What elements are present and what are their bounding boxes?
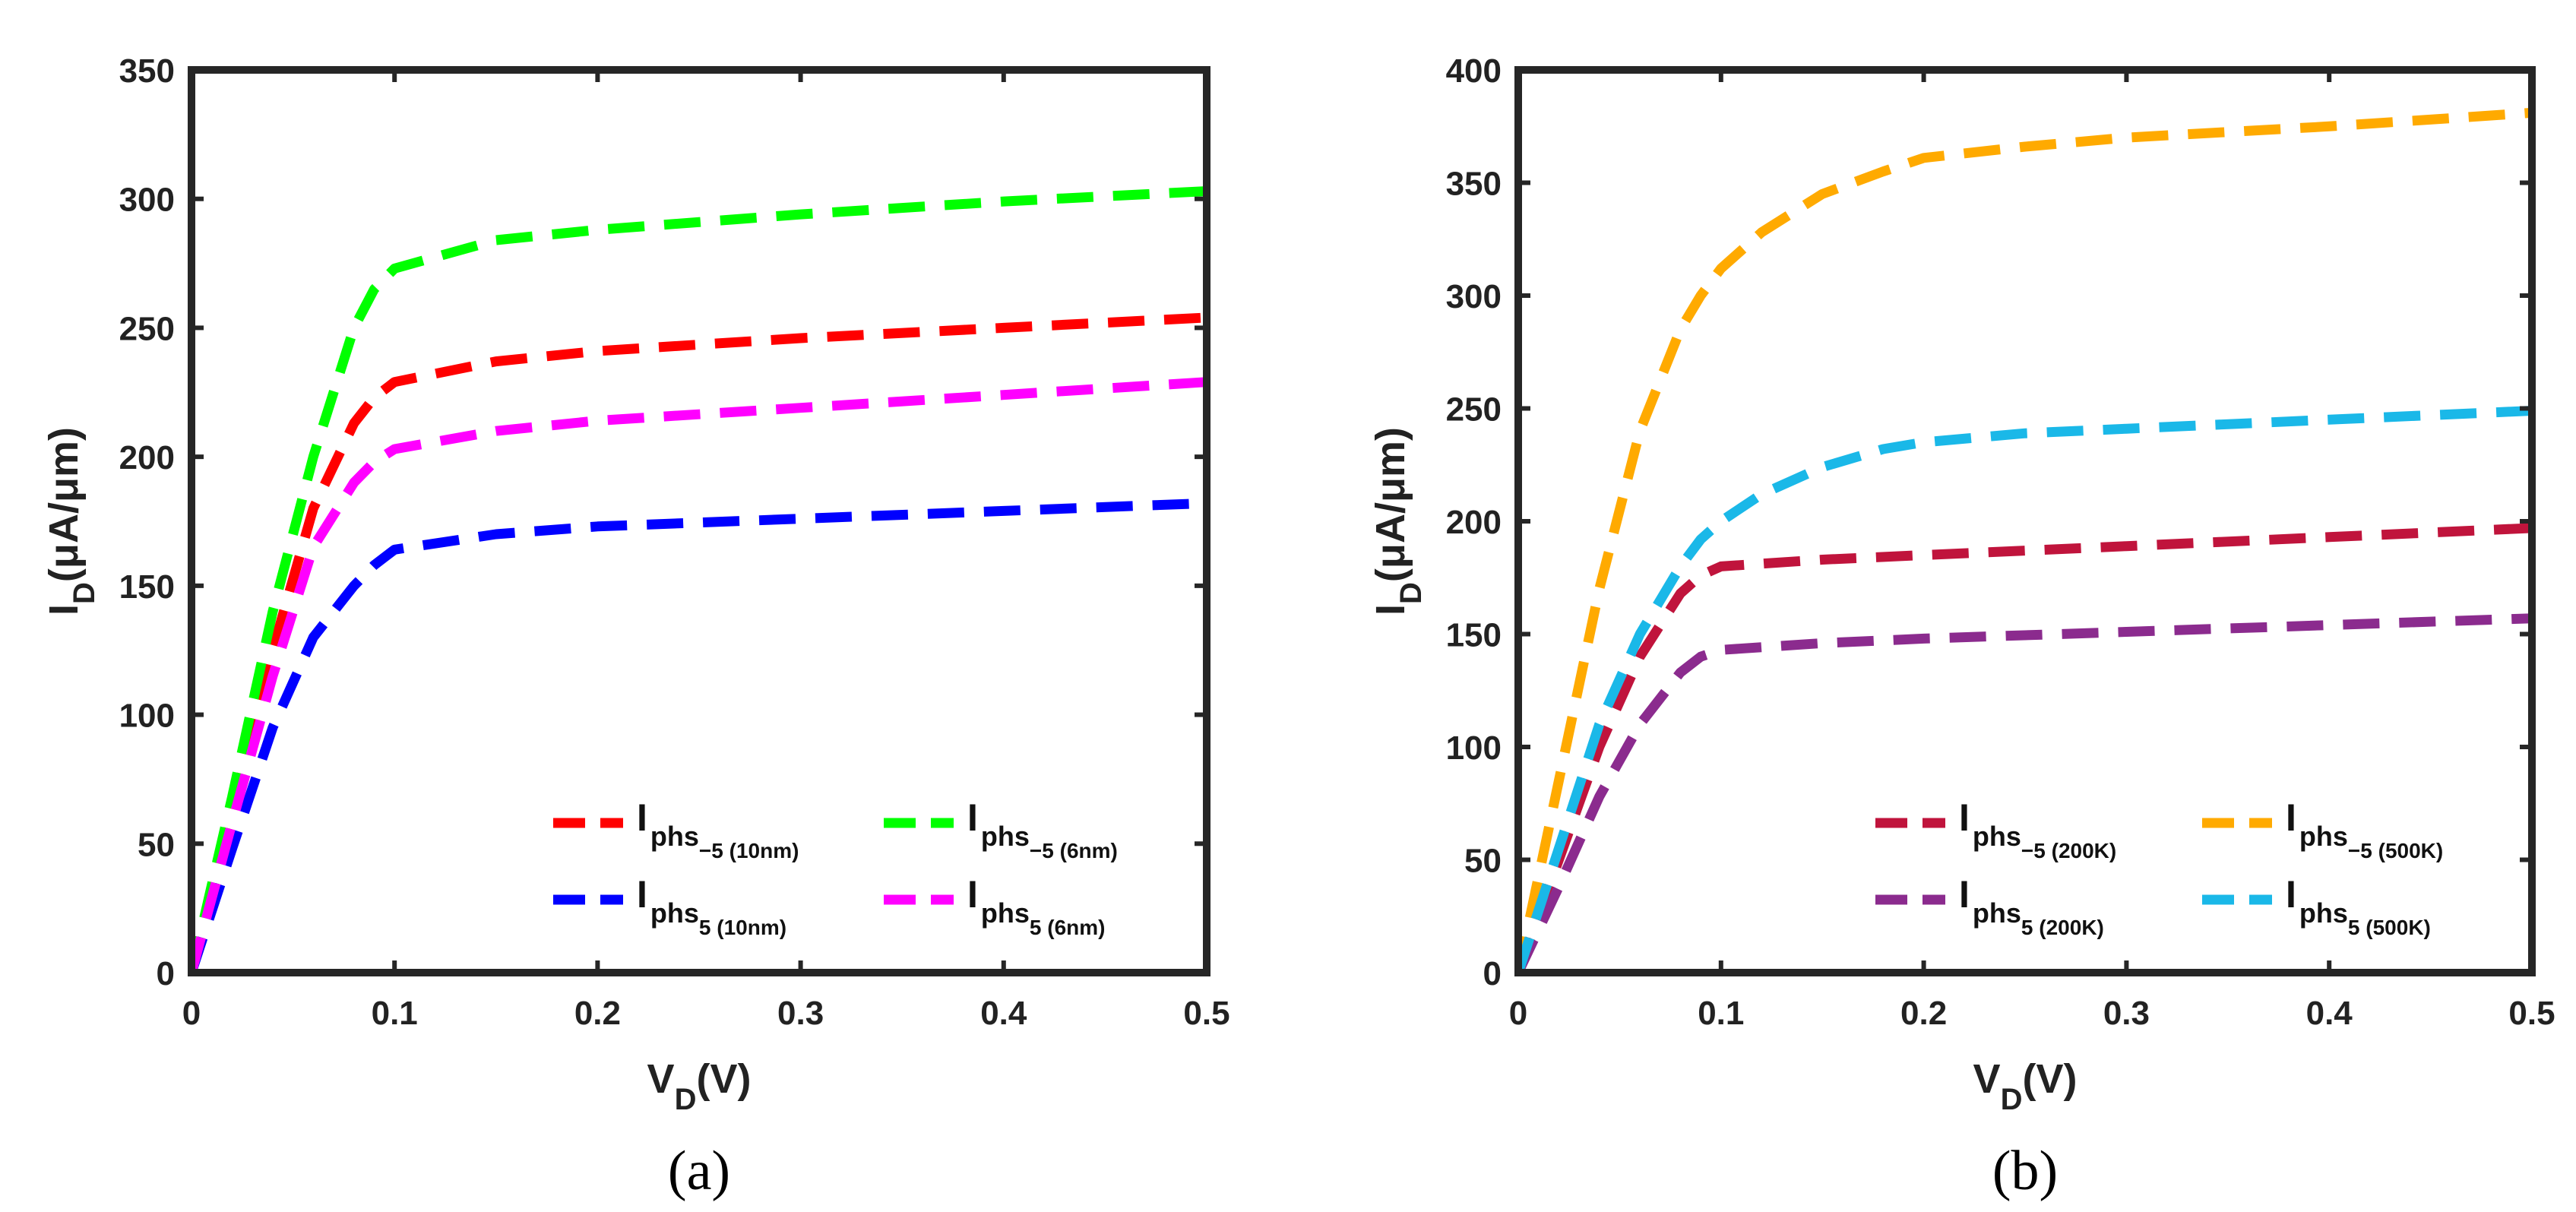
x-tick-label: 0.1 xyxy=(372,995,418,1032)
y-tick-label: 0 xyxy=(157,955,175,992)
series-line-2 xyxy=(191,186,1207,973)
axes-box xyxy=(1514,66,2536,976)
series-line-2 xyxy=(1518,107,2533,973)
x-tick-label: 0.3 xyxy=(777,995,824,1032)
x-axis-label: VD(V) xyxy=(647,1056,752,1116)
series-line-4 xyxy=(1518,406,2533,973)
chart-panel-a: 0 0.1 0.2 0.3 0.4 0.5 0 50 100 150 200 250 300 350 VD(… xyxy=(41,52,1230,1202)
y-tick-label: 250 xyxy=(119,310,175,347)
y-tick-label: 150 xyxy=(1446,617,1502,654)
y-tick-label: 50 xyxy=(138,826,175,863)
series-line-4 xyxy=(191,377,1207,973)
y-tick-label: 200 xyxy=(119,439,175,476)
x-tick-label: 0.4 xyxy=(980,995,1027,1032)
x-tick-label: 0.5 xyxy=(2508,995,2555,1032)
panel-label: (a) xyxy=(668,1140,730,1202)
x-axis-label: VD(V) xyxy=(1973,1056,2078,1116)
series-line-1 xyxy=(191,312,1207,973)
panel-label: (b) xyxy=(1992,1140,2058,1202)
series-line-3 xyxy=(1518,613,2533,973)
x-tick-label: 0.3 xyxy=(2103,995,2150,1032)
y-tick-label: 350 xyxy=(119,52,175,90)
axes-box xyxy=(188,66,1210,976)
x-tick-label: 0 xyxy=(182,995,201,1032)
y-tick-label: 300 xyxy=(1446,278,1502,315)
series-line-1 xyxy=(1518,523,2533,973)
x-tick-label: 0.1 xyxy=(1698,995,1744,1032)
y-axis-label: ID(μA/μm) xyxy=(1368,427,1428,615)
y-tick-label: 150 xyxy=(119,568,175,606)
x-tick-label: 0.2 xyxy=(1900,995,1947,1032)
x-tick-label: 0 xyxy=(1509,995,1527,1032)
y-tick-label: 400 xyxy=(1446,52,1502,90)
y-axis-label: ID(μA/μm) xyxy=(41,427,101,615)
y-tick-label: 0 xyxy=(1483,955,1502,992)
x-tick-label: 0.5 xyxy=(1183,995,1229,1032)
series-line-3 xyxy=(191,498,1207,973)
x-tick-label: 0.4 xyxy=(2306,995,2353,1032)
y-tick-label: 100 xyxy=(119,698,175,735)
y-tick-label: 250 xyxy=(1446,391,1502,429)
y-tick-label: 50 xyxy=(1464,843,1502,880)
y-tick-label: 350 xyxy=(1446,166,1502,203)
chart-panel-b: 0 0.1 0.2 0.3 0.4 0.5 0 50 100 150 200 250 300 350 400… xyxy=(1368,52,2555,1202)
x-tick-label: 0.2 xyxy=(574,995,621,1032)
y-tick-label: 300 xyxy=(119,182,175,219)
y-tick-label: 100 xyxy=(1446,729,1502,767)
y-tick-label: 200 xyxy=(1446,504,1502,541)
